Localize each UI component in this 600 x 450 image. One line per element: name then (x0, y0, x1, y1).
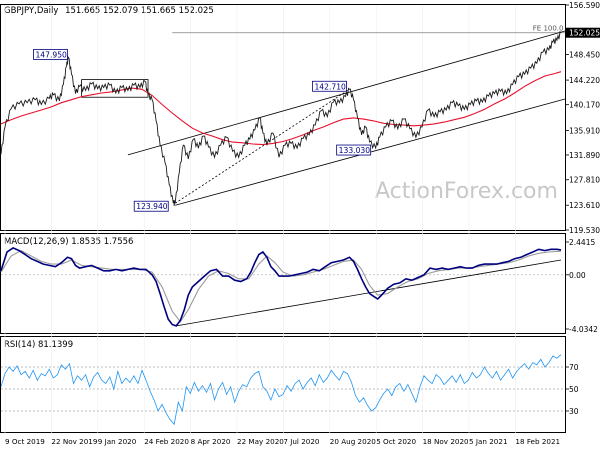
x-tick-label: 5 Oct 2020 (376, 437, 416, 446)
price-label-text: 142.710 (314, 82, 346, 91)
price-label-text: 147.950 (35, 50, 67, 59)
rsi-title: RSI(14) 81.1399 (4, 340, 73, 350)
x-tick-label: 9 Jan 2020 (98, 437, 137, 446)
price-y-tick-label: 152.025 (569, 29, 600, 38)
price-y-tick-label: 148.450 (569, 50, 600, 59)
x-tick-label: 8 Apr 2020 (191, 437, 231, 446)
price-label-box (133, 200, 169, 212)
header-title: GBPJPY,Daily (4, 6, 58, 16)
annotations: FE 100.0 147.950 142.710 133.030 123.940 (33, 25, 563, 212)
price-y-tick-label: 135.910 (569, 127, 600, 136)
rsi-y-tick-label: 50 (569, 385, 579, 394)
rsi-line (0, 354, 562, 426)
x-tick-label: 9 Oct 2019 (5, 437, 45, 446)
price-label-text: 133.030 (339, 146, 371, 155)
price-current-marker (566, 27, 600, 38)
price-panel (0, 4, 566, 231)
rsi-panel (0, 336, 566, 433)
chart-title: GBPJPY,Daily 151.665 152.079 151.665 152… (4, 6, 214, 16)
x-tick-label: 20 Aug 2020 (330, 437, 376, 446)
macd-panel (0, 233, 566, 334)
price-label-box (33, 49, 68, 60)
macd-y-tick-label: 0.00 (569, 271, 586, 280)
price-y-tick-label: 119.530 (569, 226, 600, 235)
x-tick-label: 7 Jul 2020 (283, 437, 320, 446)
macd-line (0, 246, 562, 327)
series (0, 30, 562, 426)
macd-y-tick-label: -4.0342 (569, 325, 598, 334)
price-label-box (336, 144, 372, 156)
x-tick-label: 22 May 2020 (237, 437, 284, 446)
fib-dashed-line (175, 88, 350, 204)
grid (1, 5, 565, 433)
x-tick-label: 22 Nov 2019 (51, 437, 97, 446)
watermark: ActionForex.com (375, 179, 558, 204)
axes: 9 Oct 2019 22 Nov 2019 9 Jan 2020 24 Feb 20… (5, 1, 600, 446)
macd-title: MACD(12,26,9) 1.8535 1.7556 (4, 237, 133, 247)
macd-y-tick-label: 2.4415 (569, 238, 595, 247)
rsi-y-tick-label: 30 (569, 407, 579, 416)
header-ohlc: 151.665 152.079 151.665 152.025 (65, 6, 214, 16)
price-label-text: 123.940 (136, 202, 168, 211)
price-y-tick-label: 156.590 (569, 1, 600, 10)
macd-signal-line (0, 249, 562, 323)
price-y-tick-label: 144.220 (569, 76, 600, 85)
price-ma-line (0, 71, 562, 146)
x-tick-label: 18 Feb 2021 (515, 437, 560, 446)
x-tick-label: 5 Jan 2021 (469, 437, 508, 446)
price-y-tick-label: 131.890 (569, 151, 600, 160)
x-tick-label: 18 Nov 2020 (423, 437, 469, 446)
price-y-tick-label: 140.170 (569, 101, 600, 110)
price-y-tick-label: 127.810 (569, 176, 600, 185)
price-line (0, 30, 562, 206)
fe-label: FE 100.0 (533, 25, 564, 33)
price-label-box (312, 80, 347, 92)
x-tick-label: 24 Feb 2020 (144, 437, 189, 446)
rsi-y-tick-label: 70 (569, 363, 579, 372)
price-y-tick-label: 123.610 (569, 201, 600, 210)
